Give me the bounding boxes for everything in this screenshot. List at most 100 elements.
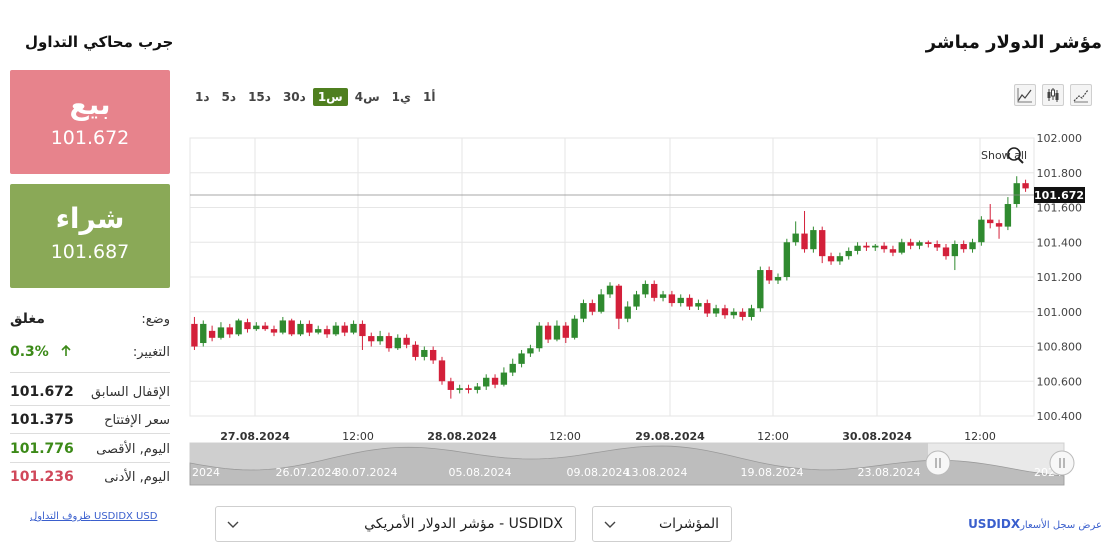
candle-body: [624, 306, 631, 319]
candle-body: [898, 242, 905, 253]
candle-body: [562, 325, 569, 338]
x-tick-label: 27.08.2024: [220, 430, 290, 443]
zoom-icon[interactable]: [1007, 147, 1021, 161]
candle-body: [651, 283, 658, 298]
high-value: 101.776: [10, 441, 74, 457]
candle-body: [1022, 183, 1029, 189]
navigator-label: 09.08.2024: [567, 466, 630, 479]
price-chart[interactable]: 102.000 101.800 101.600 101.400 101.200 101.0…: [0, 130, 1106, 490]
symbol-select[interactable]: USDIDX - مؤشر الدولار الأمريكي: [215, 506, 576, 542]
x-tick-label: 28.08.2024: [427, 430, 497, 443]
chart-type-toolbar: [1014, 84, 1092, 106]
y-tick-label: 101.000: [1037, 306, 1083, 319]
bar-chart-icon[interactable]: [1070, 84, 1092, 106]
candle-body: [261, 325, 269, 330]
line-chart-icon[interactable]: [1014, 84, 1036, 106]
sell-button[interactable]: بيع 101.672: [10, 70, 170, 174]
timeframe-tab[interactable]: 15د: [248, 90, 271, 104]
timeframe-tab[interactable]: 1د: [195, 90, 210, 104]
y-tick-label: 101.600: [1037, 202, 1083, 215]
candle-body: [315, 329, 322, 333]
y-tick-label: 100.400: [1037, 410, 1083, 423]
candle-body: [712, 308, 720, 314]
candle-body: [553, 325, 561, 340]
candle-body: [836, 256, 844, 262]
candle-body: [1004, 204, 1012, 227]
candle-body: [686, 297, 693, 307]
simulator-title: جرب محاكي التداول: [25, 33, 174, 51]
timeframe-tabs: 1د 5د 15د 30د 1س 4س 1ي 1أ: [190, 88, 443, 106]
low-label: اليوم, الأدنى: [104, 469, 170, 485]
candle-body: [819, 230, 826, 257]
navigator-label: 19.08.2024: [741, 466, 804, 479]
y-tick-label: 100.600: [1037, 375, 1083, 388]
candle-body: [341, 325, 348, 333]
candle-body: [960, 243, 967, 250]
navigator-label: 30.07.2024: [335, 466, 398, 479]
timeframe-tab[interactable]: 1أ: [423, 90, 436, 104]
candle-body: [633, 294, 640, 307]
candle-body: [774, 277, 782, 281]
timeframe-tab[interactable]: 5د: [221, 90, 237, 104]
candle-body: [1013, 183, 1020, 205]
candle-body: [642, 283, 649, 295]
candle-body: [279, 320, 287, 333]
candle-body: [889, 249, 897, 253]
navigator-handle[interactable]: [1049, 450, 1075, 476]
candle-body: [730, 311, 737, 316]
prev-close-value: 101.672: [10, 384, 74, 400]
buy-button[interactable]: شراء 101.687: [10, 184, 170, 288]
y-tick-label: 101.200: [1037, 271, 1083, 284]
open-row: 101.375 سعر الإفتتاح: [10, 412, 170, 428]
navigator-label: 26.07.2024: [276, 466, 339, 479]
candle-body: [394, 337, 401, 349]
trading-terms-link[interactable]: USDIDX USD ظروف التداول: [30, 511, 157, 522]
candle-body: [872, 245, 879, 248]
change-value: 0.3%: [10, 344, 72, 360]
low-value: 101.236: [10, 469, 74, 485]
candlestick-icon[interactable]: [1042, 84, 1064, 106]
candle-body: [483, 377, 490, 387]
x-tick-label: 12:00: [342, 430, 374, 443]
candle-body: [288, 320, 295, 335]
candle-body: [306, 323, 313, 333]
candle-body: [509, 363, 516, 373]
divider: [10, 405, 170, 406]
high-row: 101.776 اليوم, الأقصى: [10, 441, 170, 457]
buy-label: شراء: [55, 202, 125, 235]
candle-body: [615, 285, 623, 319]
navigator-handle[interactable]: [925, 450, 951, 476]
timeframe-tab[interactable]: 1ي: [391, 90, 412, 104]
chevron-down-icon: [227, 521, 239, 528]
timeframe-tab[interactable]: 1س: [312, 88, 348, 106]
candle-body: [571, 318, 578, 338]
divider: [10, 433, 170, 434]
open-value: 101.375: [10, 412, 74, 428]
indicators-select[interactable]: المؤشرات: [592, 506, 732, 542]
candle-body: [942, 247, 950, 257]
current-price-label: 101.672: [1034, 189, 1084, 202]
candle-body: [677, 297, 684, 304]
timeframe-tab[interactable]: 30د: [282, 90, 306, 104]
candle-body: [880, 245, 888, 250]
candle-body: [491, 377, 499, 385]
candle-body: [447, 381, 455, 390]
change-row: 0.3% التغيير:: [10, 344, 170, 360]
candle-body: [978, 219, 985, 243]
candle-body: [500, 372, 508, 385]
timeframe-tab[interactable]: 4س: [354, 90, 380, 104]
show-all-button[interactable]: Show all: [981, 149, 1027, 162]
history-symbol: USDIDX: [968, 517, 1021, 531]
candle-body: [368, 336, 375, 342]
x-tick-label: 12:00: [757, 430, 789, 443]
candle-body: [801, 233, 808, 250]
candle-body: [845, 250, 852, 257]
candle-body: [253, 325, 260, 330]
y-tick-label: 101.400: [1037, 236, 1083, 249]
navigator-label: 2024: [192, 466, 220, 479]
price-history-link[interactable]: عرض سجل الأسعارUSDIDX: [968, 517, 1102, 531]
candle-body: [536, 325, 543, 349]
status-value: مغلق: [10, 311, 45, 327]
page-title: مؤشر الدولار مباشر: [925, 32, 1102, 53]
x-tick-label: 30.08.2024: [842, 430, 912, 443]
